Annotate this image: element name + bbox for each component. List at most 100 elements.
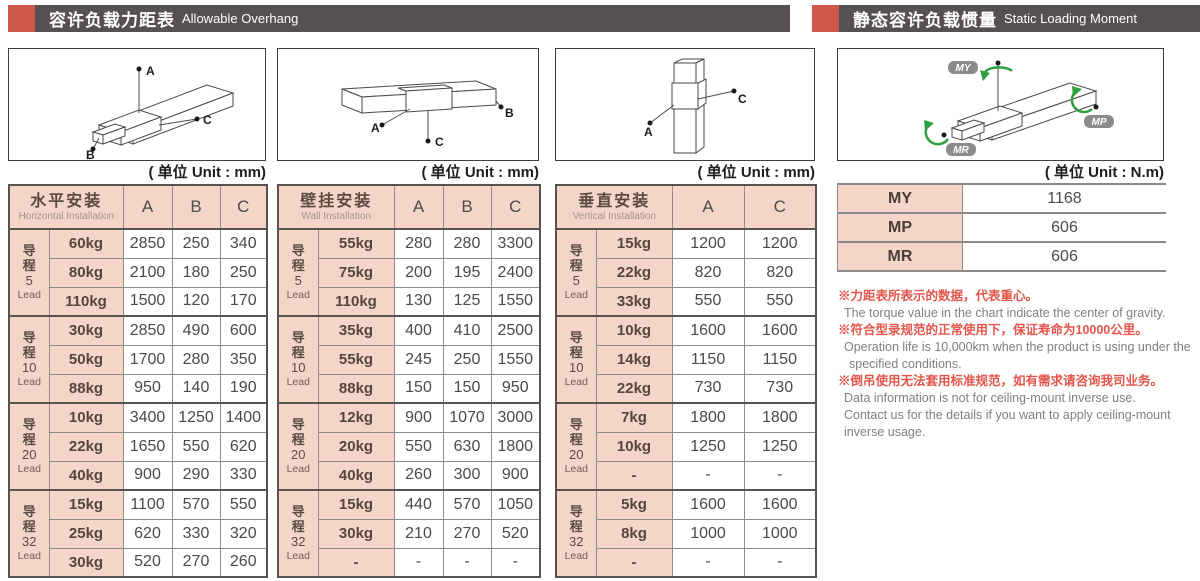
table-row: 22kg 730 730 [556,373,817,404]
lead-cell: 导程 10 Lead [555,315,597,404]
lead-number: 32 [569,534,584,549]
my-label: MY [956,63,972,74]
value-cell: 1200 [671,228,745,259]
table-row: 20kg 550 630 1800 [278,431,541,462]
table-title: 垂直安装 Vertical Installation [555,184,673,230]
value-cell: 520 [122,547,173,578]
value-cell: 2100 [122,257,173,288]
point-b-dot [498,104,504,110]
weight-cell: 7kg [595,402,673,433]
point-b-label: B [86,148,95,160]
weight-cell: 10kg [48,402,124,433]
value-cell: 3300 [490,228,541,259]
wall-installation-diagram: A B C [277,48,539,161]
weight-cell: 60kg [48,228,124,259]
table-row: 55kg 245 250 1550 [278,344,541,375]
value-cell: 520 [490,518,541,549]
moment-label-my: MY [837,183,963,214]
value-cell: 320 [219,518,268,549]
note-en: specified conditions. [849,357,962,371]
table-row: 40kg 900 290 330 [9,460,268,491]
table-row: 75kg 200 195 2400 [278,257,541,288]
value-cell: 600 [219,315,268,346]
weight-cell: 15kg [317,489,395,520]
value-cell: 150 [393,373,444,404]
value-cell: 2400 [490,257,541,288]
point-c-label: C [203,113,212,127]
lead-number: 10 [291,360,306,375]
lead-number: 20 [569,447,584,462]
value-cell: 1100 [122,489,173,520]
value-cell: 125 [442,286,492,317]
lead-label-char: 导 [22,243,36,258]
value-cell: 280 [393,228,444,259]
table-title: 水平安装 Horizontal Installation [8,184,124,230]
value-cell: 620 [122,518,173,549]
value-cell: 1550 [490,344,541,375]
value-cell: 3000 [490,402,541,433]
lead-label-char: 程 [291,258,305,273]
lead-cell: 导程 5 Lead [277,228,319,317]
lead-label-char: 程 [569,258,583,273]
lead-label-en: Lead [17,289,41,301]
value-cell: 1250 [171,402,221,433]
value-cell: 330 [171,518,221,549]
value-cell: 620 [219,431,268,462]
weight-cell: 30kg [48,315,124,346]
lead-number: 5 [294,273,302,288]
value-cell: 950 [122,373,173,404]
table-row: 导程 20 Lead 12kg 900 1070 3000 [277,402,541,491]
weight-cell: - [595,460,673,491]
lead-number: 20 [22,447,37,462]
column-header: C [219,184,268,230]
lead-label-en: Lead [17,550,41,562]
note-zh: ※力距表所表示的数据，代表重心。 [838,289,1039,303]
section-title-en: Static Loading Moment [1004,11,1137,26]
weight-cell: 110kg [48,286,124,317]
horizontal-installation-table: 水平安装 Horizontal Installation A B C 导程 5 Lead 60k… [8,184,269,578]
lead-label-char: 导 [22,330,36,345]
lead-cell: 导程 5 Lead [8,228,50,317]
table-row: 导程 20 Lead 7kg 1800 1800 [555,402,817,491]
value-cell: 180 [171,257,221,288]
vertical-installation-table: 垂直安装 Vertical Installation A C 导程 5 Lead 15kg 12… [555,184,818,578]
lead-cell: 导程 20 Lead [277,402,319,491]
value-cell: 245 [393,344,444,375]
weight-cell: 30kg [317,518,395,549]
moment-rail-drawing: MY MP MR [924,60,1114,156]
weight-cell: 40kg [48,460,124,491]
weight-cell: 40kg [317,460,395,491]
value-cell: - [743,460,817,491]
moment-value-mp: 606 [962,212,1166,243]
value-cell: 1050 [490,489,541,520]
point-c-dot [731,88,737,94]
lead-cell: 导程 5 Lead [555,228,597,317]
section-header-allowable-overhang: 容许负载力距表 Allowable Overhang [8,5,790,32]
table-row: 110kg 130 125 1550 [278,286,541,317]
lead-label-char: 导 [569,243,583,258]
value-cell: 410 [442,315,492,346]
lead-cell: 导程 32 Lead [8,489,50,578]
value-cell: 210 [393,518,444,549]
point-b-dot [90,146,96,152]
value-cell: 170 [219,286,268,317]
value-cell: 3400 [122,402,173,433]
value-cell: 350 [219,344,268,375]
weight-cell: 22kg [595,257,673,288]
lead-number: 32 [22,534,37,549]
value-cell: 1250 [671,431,745,462]
lead-label-char: 导 [291,417,305,432]
table-row: 导程 10 Lead 10kg 1600 1600 [555,315,817,404]
weight-cell: 5kg [595,489,673,520]
weight-cell: 15kg [48,489,124,520]
weight-cell: 88kg [48,373,124,404]
value-cell: 730 [743,373,817,404]
value-cell: 1150 [671,344,745,375]
table-row: 导程 32 Lead 15kg 1100 570 550 [8,489,268,578]
lead-label-en: Lead [286,550,310,562]
table-row: 30kg 210 270 520 [278,518,541,549]
lead-label-char: 程 [22,345,36,360]
value-cell: 250 [171,228,221,259]
unit-label-mm: ( 单位 Unit : mm) [697,164,816,181]
weight-cell: 22kg [48,431,124,462]
